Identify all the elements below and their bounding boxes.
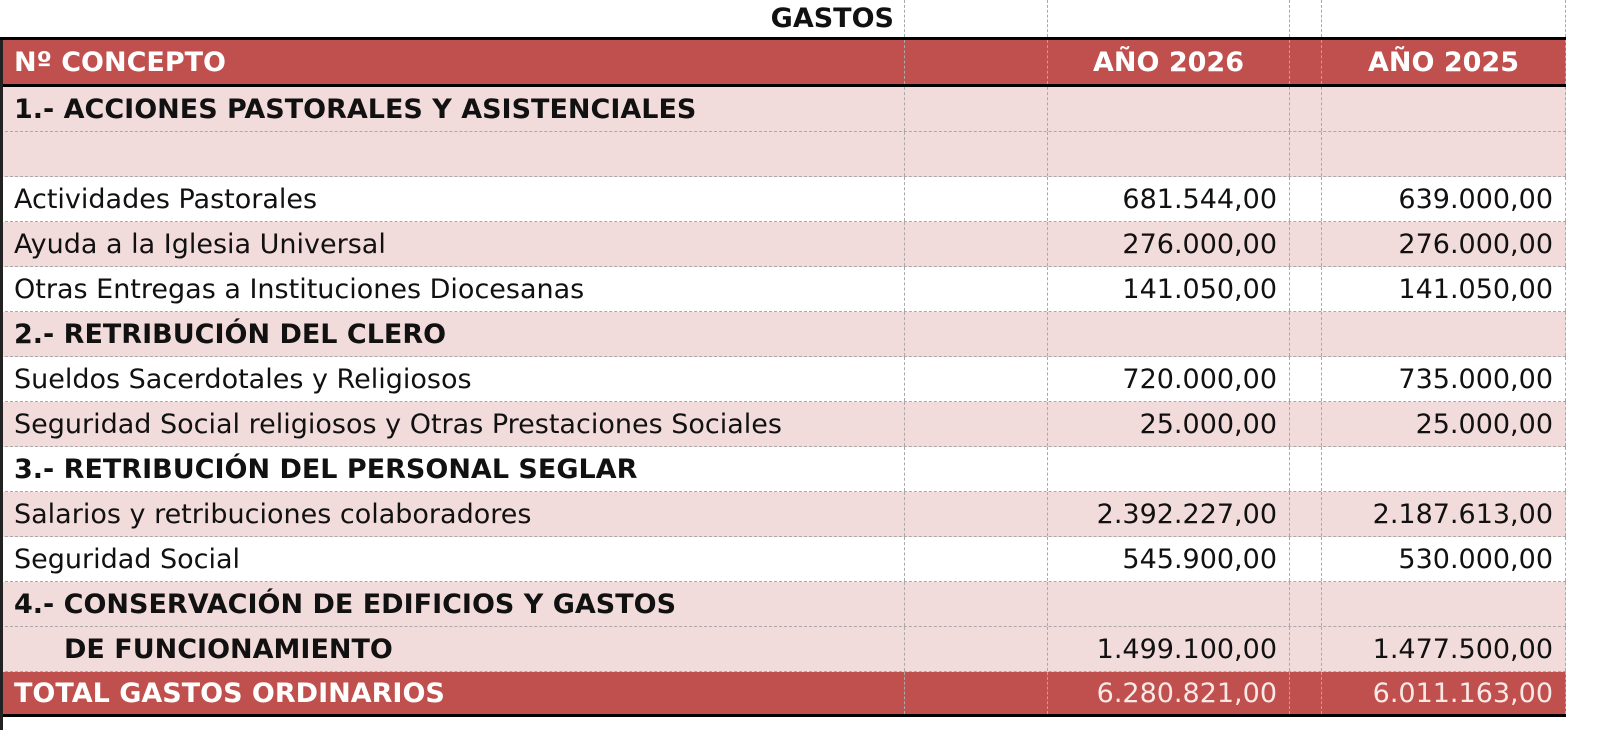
table-row: Sueldos Sacerdotales y Religiosos 720.00… <box>0 357 1566 402</box>
header-year-2026: AÑO 2026 <box>1048 40 1290 84</box>
total-label: TOTAL GASTOS ORDINARIOS <box>0 672 905 714</box>
table-row: Seguridad Social religiosos y Otras Pres… <box>0 402 1566 447</box>
table-row: Otras Entregas a Instituciones Diocesana… <box>0 267 1566 312</box>
table-row: Ayuda a la Iglesia Universal 276.000,00 … <box>0 222 1566 267</box>
table-row: 2.- RETRIBUCIÓN DEL CLERO <box>0 312 1566 357</box>
table-row: DE FUNCIONAMIENTO 1.499.100,00 1.477.500… <box>0 627 1566 672</box>
table-row: Salarios y retribuciones colaboradores 2… <box>0 492 1566 537</box>
table-row: 3.- RETRIBUCIÓN DEL PERSONAL SEGLAR <box>0 447 1566 492</box>
expenses-table: GASTOS Nº CONCEPTO AÑO 2026 AÑO 2025 1.-… <box>0 0 1566 717</box>
table-row <box>0 132 1566 177</box>
header-year-2025: AÑO 2025 <box>1322 40 1566 84</box>
table-row: Actividades Pastorales 681.544,00 639.00… <box>0 177 1566 222</box>
header-row: Nº CONCEPTO AÑO 2026 AÑO 2025 <box>0 40 1566 87</box>
total-2026: 6.280.821,00 <box>1048 672 1290 714</box>
table-row: 1.- ACCIONES PASTORALES Y ASISTENCIALES <box>0 87 1566 132</box>
table-left-border <box>0 40 3 730</box>
total-row: TOTAL GASTOS ORDINARIOS 6.280.821,00 6.0… <box>0 672 1566 717</box>
table-row: Seguridad Social 545.900,00 530.000,00 <box>0 537 1566 582</box>
table-row: 4.- CONSERVACIÓN DE EDIFICIOS Y GASTOS <box>0 582 1566 627</box>
title-row: GASTOS <box>0 0 1566 40</box>
header-concept: Nº CONCEPTO <box>0 40 905 84</box>
total-2025: 6.011.163,00 <box>1322 672 1566 714</box>
table-title: GASTOS <box>0 0 905 37</box>
